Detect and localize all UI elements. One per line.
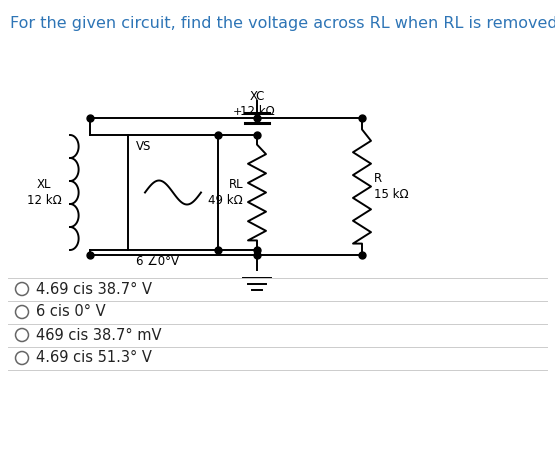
Text: VS: VS (136, 140, 152, 153)
Text: XC
12 kΩ: XC 12 kΩ (240, 90, 274, 118)
Text: 4.69 cis 51.3° V: 4.69 cis 51.3° V (36, 350, 152, 365)
FancyBboxPatch shape (128, 135, 218, 250)
Text: For the given circuit, find the voltage across RL when RL is removed: For the given circuit, find the voltage … (10, 16, 555, 31)
Text: 6 cis 0° V: 6 cis 0° V (36, 304, 105, 319)
Text: 6 ∠0°V: 6 ∠0°V (136, 255, 179, 268)
Text: RL
49 kΩ: RL 49 kΩ (208, 179, 243, 207)
Text: 4.69 cis 38.7° V: 4.69 cis 38.7° V (36, 281, 152, 296)
Text: R
15 kΩ: R 15 kΩ (374, 172, 408, 201)
Text: 469 cis 38.7° mV: 469 cis 38.7° mV (36, 327, 162, 342)
Text: XL
12 kΩ: XL 12 kΩ (27, 179, 62, 207)
Text: +: + (233, 107, 242, 117)
